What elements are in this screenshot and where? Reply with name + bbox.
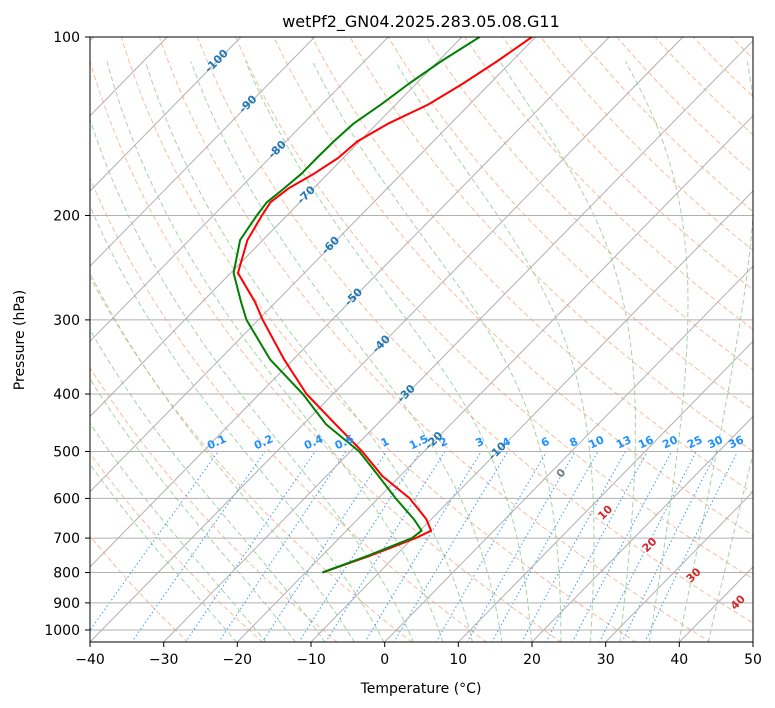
x-axis: −40 −30 −20 −10 0 10 20 30 40 50 <box>75 642 762 668</box>
x-tick-label: 30 <box>597 652 615 668</box>
plot-frame <box>89 36 754 643</box>
moist-adiabat <box>245 61 532 642</box>
mixing-ratio-label: 36 <box>726 433 746 451</box>
x-tick-label: −40 <box>75 652 105 668</box>
mixing-ratio-label: 20 <box>660 433 680 451</box>
x-tick-label: 0 <box>380 652 389 668</box>
y-tick-label: 100 <box>53 30 80 46</box>
dry-adiabat <box>120 37 637 642</box>
isotherm-line <box>457 340 753 642</box>
moist-adiabat <box>144 61 473 642</box>
y-tick-label: 200 <box>53 209 80 225</box>
dry-adiabat <box>540 37 753 252</box>
mixing-ratio-line <box>261 451 387 642</box>
isotherm-line <box>162 39 753 642</box>
isotherm-line <box>90 37 315 267</box>
isotherm-line <box>90 37 389 343</box>
mixing-ratio-line <box>545 451 648 642</box>
mixing-ratio-line <box>599 451 697 642</box>
dry-adiabat <box>425 37 753 371</box>
moist-adiabat <box>311 61 562 642</box>
x-tick-label: −20 <box>223 652 253 668</box>
dry-adiabat <box>90 176 488 642</box>
mixing-ratio-line <box>521 451 626 642</box>
isotherm-line <box>90 37 610 568</box>
y-axis: 100 200 300 400 500 600 700 800 900 1000 <box>44 30 90 639</box>
x-tick-label: −30 <box>149 652 179 668</box>
moist-adiabat <box>90 328 326 642</box>
pressure-grid <box>90 37 753 642</box>
mixing-ratio-label: 30 <box>706 433 726 451</box>
chart-title: wetPf2_GN04.2025.283.05.08.G11 <box>282 12 560 32</box>
dry-adiabat <box>578 37 753 213</box>
moist-adiabat <box>499 61 636 642</box>
mixing-ratio-line <box>621 451 718 642</box>
mixing-ratio-line <box>90 451 219 632</box>
moist-adiabat <box>90 272 355 642</box>
background-lines <box>90 37 753 642</box>
moist-adiabat <box>707 452 753 642</box>
mixing-ratio-line <box>185 451 316 642</box>
dry-adiabat <box>197 37 753 624</box>
moist-adiabat <box>90 204 385 642</box>
isotherm-line <box>236 115 753 642</box>
mixing-ratio-label: 13 <box>614 433 633 451</box>
moist-adiabat <box>678 61 753 642</box>
isotherm-line <box>310 190 753 642</box>
isotherm-line <box>90 37 684 642</box>
isotherm-line <box>383 265 753 642</box>
dry-adiabat <box>235 37 753 580</box>
dry-adiabat <box>90 59 562 642</box>
mixing-ratio-label: 16 <box>636 433 656 451</box>
y-tick-label: 300 <box>53 313 80 329</box>
y-tick-label: 500 <box>53 445 80 461</box>
isotherm-line <box>604 490 753 642</box>
dry-adiabat <box>311 37 753 494</box>
dry-adiabat <box>90 276 413 642</box>
y-tick-label: 700 <box>53 531 80 547</box>
temperature-line <box>237 37 533 574</box>
y-tick-label: 600 <box>53 491 80 507</box>
y-tick-label: 400 <box>53 387 80 403</box>
x-tick-label: 50 <box>744 652 762 668</box>
x-tick-label: 10 <box>449 652 467 668</box>
x-tick-label: −10 <box>296 652 326 668</box>
dry-adiabat <box>158 37 712 642</box>
dry-adiabat <box>90 535 189 642</box>
x-axis-title: Temperature (°C) <box>360 681 482 697</box>
mixing-ratio-label: 25 <box>685 433 704 451</box>
moist-adiabat <box>190 61 503 642</box>
y-axis-title: Pressure (hPa) <box>12 290 28 390</box>
dry-adiabat <box>387 37 753 411</box>
isotherm-line <box>531 415 753 642</box>
x-tick-label: 40 <box>670 652 688 668</box>
isotherm-line <box>90 37 242 192</box>
mixing-ratio-line <box>218 451 347 642</box>
moist-adiabat <box>395 61 595 642</box>
dewpoint-line <box>232 37 481 574</box>
moist-adiabat <box>625 61 689 642</box>
dry-adiabat <box>616 37 753 174</box>
profile-lines <box>232 37 533 574</box>
mixing-ratio-line <box>644 451 739 642</box>
y-tick-label: 900 <box>53 596 80 612</box>
x-tick-label: 20 <box>523 652 541 668</box>
dry-adiabat <box>464 37 753 331</box>
mixing-ratio-line <box>364 451 482 642</box>
dry-adiabat <box>273 37 753 537</box>
mixing-ratio-label: 10 <box>587 433 607 451</box>
isotherm-line <box>90 37 536 493</box>
moist-adiabat <box>106 61 444 642</box>
y-tick-label: 800 <box>53 566 80 582</box>
y-tick-label: 1000 <box>44 623 80 639</box>
